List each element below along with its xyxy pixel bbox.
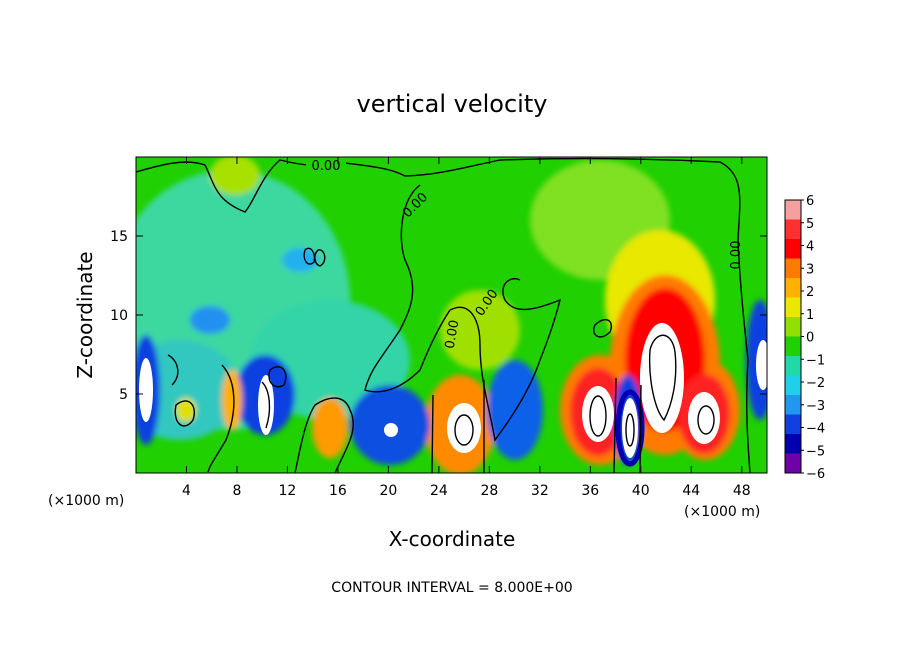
x-tick-label: 40 — [632, 483, 650, 499]
contour-zero-west-1 — [167, 354, 179, 386]
x-tick-label: 12 — [279, 483, 297, 499]
colorbar-label: −1 — [806, 353, 825, 368]
colorbar-label: 6 — [806, 194, 814, 209]
colorbar-swatch-7 — [785, 336, 801, 357]
y-tick-label: 10 — [110, 308, 128, 324]
field-blobs — [136, 157, 767, 473]
colorbar-swatch-5 — [785, 297, 801, 318]
colorbar-swatch-2 — [785, 239, 801, 259]
x-axis: 4 8 12 16 20 24 28 32 36 40 44 48 — [182, 157, 751, 499]
contour-label-bg-1 — [306, 158, 346, 172]
field-region-yellowgreen-mid — [440, 290, 520, 370]
chart-title: vertical velocity — [357, 90, 548, 118]
contour-core-3 — [648, 334, 677, 422]
field-region-blue-pocket-7 — [190, 306, 230, 334]
contour-zero-vert-3 — [613, 377, 617, 473]
core-updraft-36km — [582, 386, 614, 442]
colorbar-label: 2 — [806, 285, 814, 300]
core-downdraft-38km-ring — [615, 389, 645, 467]
colorbar-swatch-4 — [785, 278, 801, 298]
y-tick-label: 15 — [110, 229, 128, 245]
colorbar-label: 3 — [806, 262, 814, 277]
colorbar-swatch-9 — [785, 375, 801, 396]
zero-contours — [136, 157, 751, 473]
colorbar-label: −6 — [806, 467, 825, 482]
colorbar-label: −2 — [806, 376, 825, 391]
colorbar-label: 5 — [806, 217, 814, 232]
colorbar-label: −4 — [806, 422, 825, 437]
x-tick-label: 48 — [733, 483, 751, 499]
contour-interval-note: CONTOUR INTERVAL = 8.000E+00 — [331, 580, 572, 596]
colorbar-swatch-10 — [785, 395, 801, 415]
x-tick-label: 32 — [531, 483, 549, 499]
contour-core-4 — [697, 405, 715, 435]
x-tick-label: 4 — [182, 483, 191, 499]
contour-core-5 — [625, 413, 635, 447]
contour-label-3: 0.00 — [443, 319, 463, 350]
core-west-edge — [139, 358, 153, 422]
contour-zero-vert-4 — [639, 384, 642, 473]
colorbar-swatch-13 — [785, 453, 801, 474]
x-tick-label: 44 — [682, 483, 700, 499]
colorbar-swatch-8 — [785, 356, 801, 376]
contour-core-2 — [589, 395, 607, 437]
core-downdraft-20km — [384, 423, 398, 437]
contour-zero-west-4 — [294, 397, 354, 473]
field-region-orange-west-1 — [312, 398, 348, 458]
contour-core-6 — [261, 381, 271, 429]
x-tick-label: 28 — [480, 483, 498, 499]
contour-zero-mid — [404, 157, 751, 473]
colorbar-label: 0 — [806, 331, 814, 346]
colorbar-label: −5 — [806, 444, 825, 459]
core-downdraft-38km — [622, 398, 638, 458]
colorbar-label: −3 — [806, 399, 825, 414]
field-region-top-yellow — [210, 157, 260, 195]
field-region-bluegreen-west — [136, 340, 240, 440]
contour-zero-plume — [449, 278, 562, 442]
x-tick-label: 20 — [379, 483, 397, 499]
contour-zero-small-2 — [314, 249, 326, 267]
y-axis-label: Z-coordinate — [73, 251, 97, 378]
colorbar-swatch-12 — [785, 434, 801, 454]
x-axis-label: X-coordinate — [389, 527, 516, 551]
y-axis: 5 10 15 — [110, 229, 767, 403]
contour-label-5: 0.00 — [729, 241, 744, 270]
colorbar-label: 4 — [806, 240, 814, 255]
contour-zero-small-3 — [593, 318, 612, 338]
colorbar-swatch-11 — [785, 414, 801, 435]
contour-core-1 — [454, 414, 474, 446]
core-west-10km — [258, 375, 274, 435]
core-updraft-42km — [640, 323, 684, 433]
contour-zero-small-4 — [268, 366, 287, 388]
plot-area: 0.00 0.00 0.00 0.00 0.00 — [136, 157, 767, 473]
x-tick-label: 36 — [581, 483, 599, 499]
x-unit-note-right: (×1000 m) — [684, 504, 760, 520]
contour-zero-vert-1 — [431, 394, 434, 473]
colorbar-swatch-3 — [785, 258, 801, 279]
contour-zero-west-3 — [207, 364, 235, 473]
colorbar: 6 5 4 3 2 1 0 −1 −2 −3 −4 −5 −6 — [784, 194, 825, 482]
contour-zero-stem — [364, 184, 451, 393]
core-updraft-26km — [447, 403, 481, 453]
x-tick-label: 16 — [329, 483, 347, 499]
colorbar-swatch-0 — [785, 200, 801, 220]
colorbar-swatch-6 — [785, 317, 801, 337]
field-region-yellow-west-1 — [222, 370, 242, 430]
colorbar-swatch-1 — [785, 219, 801, 240]
contour-zero-west-2 — [174, 400, 195, 427]
x-tick-label: 8 — [232, 483, 241, 499]
contour-label-1: 0.00 — [312, 159, 341, 174]
x-unit-note-left: (×1000 m) — [48, 493, 124, 509]
field-region-blue-pocket-8 — [282, 248, 318, 272]
contour-zero-small-1 — [303, 247, 316, 265]
core-east-edge — [756, 340, 767, 390]
colorbar-label: 1 — [806, 308, 814, 323]
core-updraft-45km — [688, 392, 720, 444]
x-tick-label: 24 — [430, 483, 448, 499]
y-tick-label: 5 — [119, 387, 128, 403]
extreme-cores — [139, 323, 767, 467]
